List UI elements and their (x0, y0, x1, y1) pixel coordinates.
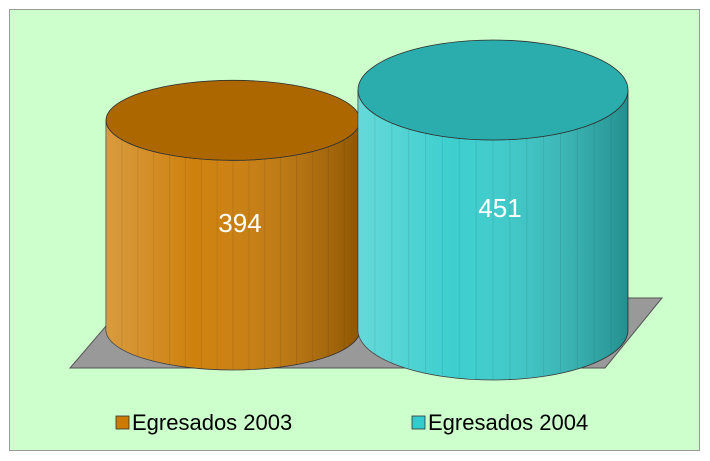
data-label: 451 (478, 193, 521, 223)
data-label: 394 (218, 208, 261, 238)
cylinder-top-shade (358, 40, 628, 140)
legend: Egresados 2003 Egresados 2004 (115, 410, 588, 435)
legend-swatch (115, 415, 130, 430)
cylinder (105, 79, 361, 371)
cylinder-shade (106, 120, 360, 370)
cylinder-shade (358, 90, 628, 380)
legend-label: Egresados 2004 (428, 410, 588, 435)
plot: 394 451 (105, 39, 629, 381)
legend-swatch (411, 415, 426, 430)
cylinder-top-shade (106, 80, 360, 161)
cylinder (357, 39, 629, 381)
cylinder-top (357, 39, 629, 141)
legend-label: Egresados 2003 (132, 410, 292, 435)
